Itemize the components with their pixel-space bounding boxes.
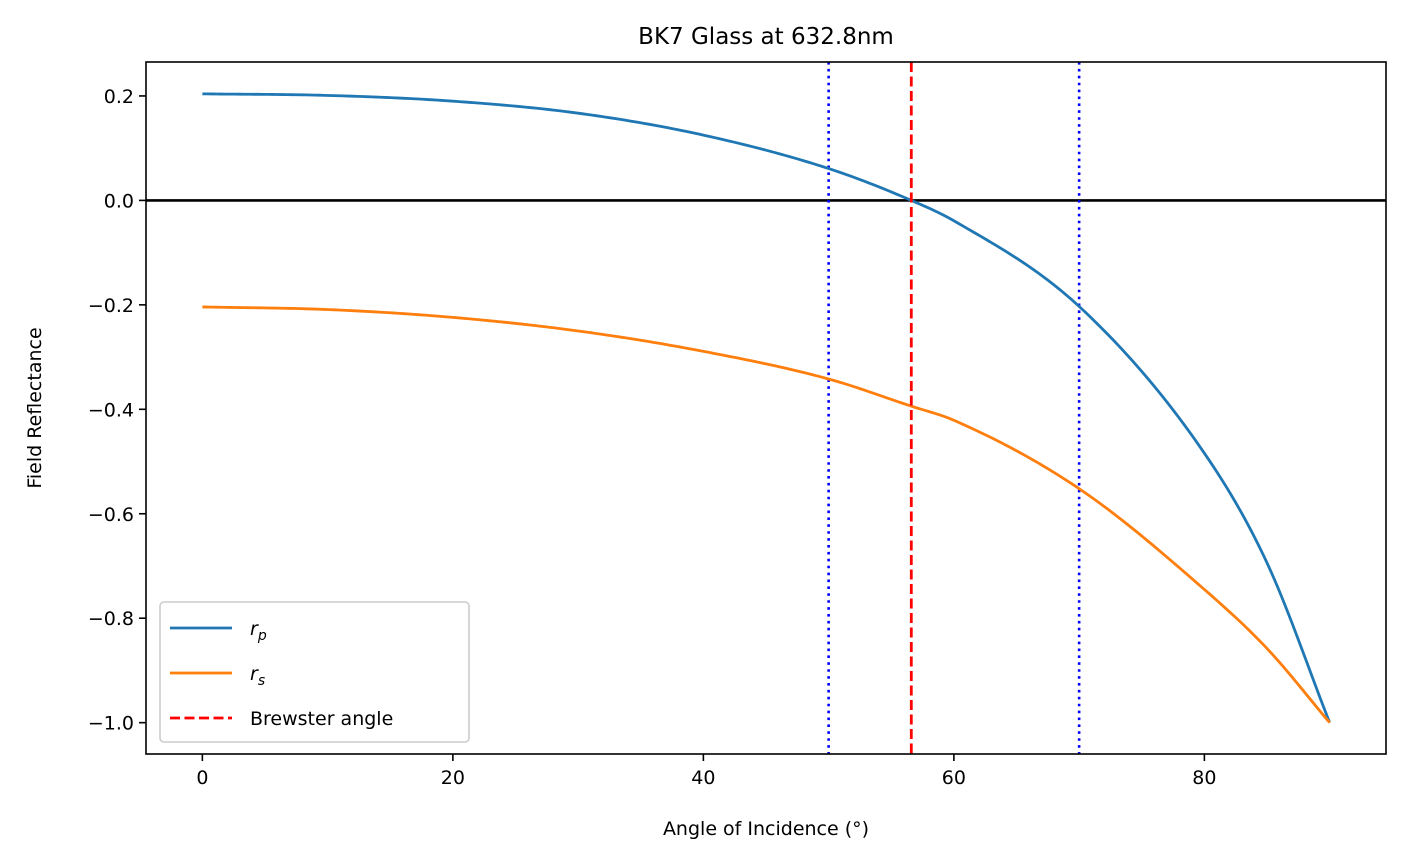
y-tick-label: −0.2 — [88, 295, 134, 317]
legend-box — [159, 601, 470, 743]
series-line-rs — [202, 305, 1331, 724]
legend-label: rs — [250, 663, 265, 689]
y-tick-label: −0.4 — [88, 399, 134, 421]
x-axis-label: Angle of Incidence (°) — [663, 818, 869, 840]
axes-frame — [145, 61, 1387, 755]
x-tick-label: 40 — [691, 767, 715, 789]
y-tick-label: 0.0 — [104, 190, 134, 212]
legend-label: rp — [250, 618, 267, 644]
y-axis: 0.2 0.0 −0.2 −0.4 −0.6 −0.8 −1.0 — [88, 86, 146, 735]
x-tick-label: 60 — [942, 767, 966, 789]
y-tick-label: −0.8 — [88, 608, 134, 630]
y-axis-label: Field Reflectance — [24, 327, 46, 488]
y-tick-label: −1.0 — [88, 713, 134, 735]
legend: rp rs Brewster angle — [159, 601, 470, 743]
y-tick-label: 0.2 — [104, 86, 134, 108]
series-line-rp — [202, 92, 1331, 724]
y-tick-label: −0.6 — [88, 504, 134, 526]
x-axis: 0 20 40 60 80 — [196, 754, 1216, 789]
chart-title: BK7 Glass at 632.8nm — [638, 24, 894, 50]
x-tick-label: 80 — [1192, 767, 1216, 789]
plot-area — [146, 62, 1386, 754]
x-tick-label: 20 — [441, 767, 465, 789]
legend-label: Brewster angle — [250, 708, 393, 730]
x-tick-label: 0 — [196, 767, 208, 789]
